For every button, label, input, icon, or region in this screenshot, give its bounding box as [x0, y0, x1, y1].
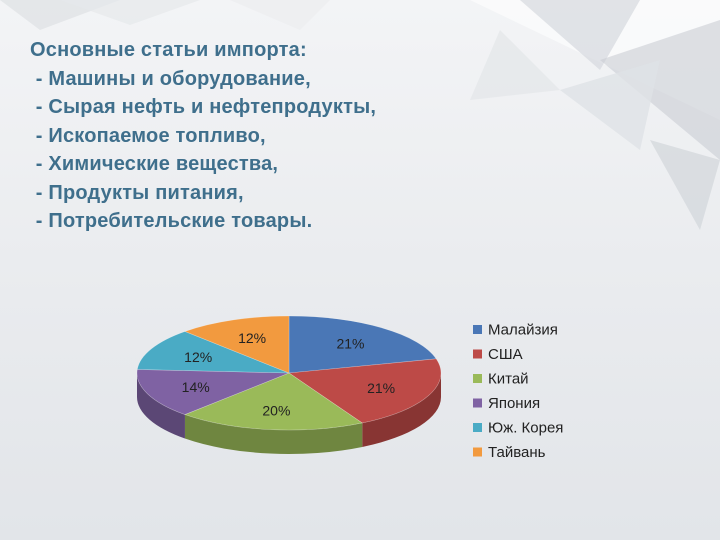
legend-item-тайвань: Тайвань: [473, 444, 546, 461]
chart-legend: Малайзия США Китай Япония Юж. Корея Тайвань: [473, 322, 563, 461]
import-item-4: - Химические вещества,: [30, 153, 279, 175]
data-label-юж-корея: 12%: [184, 349, 212, 365]
pie-slice-малайзия: [288, 315, 437, 374]
slide-heading: Основные статьи импорта:: [30, 39, 307, 61]
import-item-5: - Продукты питания,: [30, 181, 244, 204]
import-item-2: - Сырая нефть и нефтепродукты,: [30, 96, 377, 118]
import-item-1: - Машины и оборудование,: [30, 67, 311, 90]
legend-label: Тайвань: [488, 444, 546, 461]
pie-side-япония: [137, 373, 185, 439]
pie-slice-сша: [288, 358, 442, 424]
pie-data-labels: 21% 21% 20% 14% 12% 12%: [182, 330, 395, 418]
legend-item-малайзия: Малайзия: [473, 322, 558, 339]
legend-swatch: [473, 423, 482, 432]
legend-item-сша: США: [473, 346, 523, 363]
pie-side-сша: [362, 373, 442, 447]
pie-slices: [136, 315, 442, 431]
data-label-тайвань: 12%: [238, 330, 266, 346]
legend-swatch: [473, 447, 482, 457]
slide-text: Основные статьи импорта: - Машины и обор…: [30, 36, 630, 236]
pie-slice-тайвань: [184, 315, 290, 374]
legend-label: Китай: [488, 371, 529, 388]
legend-swatch: [473, 374, 482, 383]
data-label-малайзия: 21%: [336, 335, 364, 351]
legend-label: Малайзия: [488, 322, 558, 339]
legend-label: Юж. Корея: [488, 420, 563, 437]
legend-swatch: [473, 398, 482, 408]
legend-swatch: [473, 325, 482, 334]
legend-item-китай: Китай: [473, 371, 529, 388]
pie-slice-япония: [136, 369, 290, 415]
import-item-3: - Ископаемое топливо,: [30, 124, 266, 147]
data-label-япония: 14%: [182, 379, 210, 395]
data-label-китай: 20%: [262, 402, 290, 418]
legend-item-юж-корея: Юж. Корея: [473, 420, 563, 437]
legend-item-япония: Япония: [473, 395, 540, 412]
legend-label: США: [488, 346, 523, 363]
pie-sides: [137, 373, 442, 455]
import-item-6: - Потребительские товары.: [30, 210, 313, 232]
legend-label: Япония: [488, 395, 540, 412]
pie-slice-китай: [184, 372, 363, 431]
legend-swatch: [473, 349, 482, 359]
pie-slice-юж-корея: [136, 331, 290, 374]
data-label-сша: 21%: [367, 380, 395, 396]
pie-side-китай: [184, 414, 363, 455]
